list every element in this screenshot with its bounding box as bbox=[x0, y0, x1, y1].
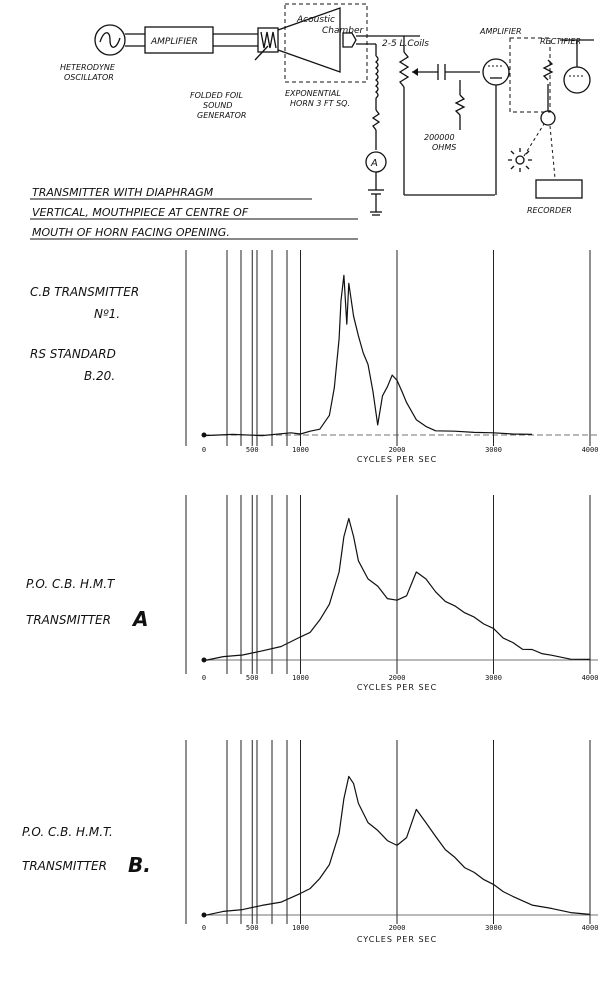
panel-1-tick-label: 4000 bbox=[582, 446, 599, 454]
caption-line-2: VERTICAL, MOUTHPIECE AT CENTRE OF bbox=[32, 206, 249, 219]
panel-3-tick-label: 1000 bbox=[292, 924, 309, 932]
recorder-label: RECORDER bbox=[527, 206, 572, 215]
lamp-icon bbox=[515, 155, 525, 165]
panel-2-tick-label: 2000 bbox=[389, 674, 406, 682]
sound-generator-label-3: GENERATOR bbox=[197, 111, 246, 120]
panel-1-label-3: RS STANDARD bbox=[30, 347, 116, 361]
horn-label-1: EXPONENTIAL bbox=[285, 89, 341, 98]
panel-3-origin-dot bbox=[201, 912, 207, 918]
caption-line-1: TRANSMITTER WITH DIAPHRAGM bbox=[32, 186, 214, 199]
panel-2-x-axis-label: CYCLES PER SEC bbox=[357, 683, 437, 692]
resistor-label-2: OHMS bbox=[432, 143, 456, 152]
chamber-label-1: Acoustic bbox=[296, 15, 335, 25]
panel-1-response-trace bbox=[203, 274, 533, 437]
panel-1-tick-label: 1000 bbox=[292, 446, 309, 454]
panel-1-tick-label: 2000 bbox=[389, 446, 406, 454]
sound-generator-box bbox=[257, 27, 279, 53]
panel-3-label-3: B. bbox=[128, 853, 151, 877]
panel-3-tick-label: 4000 bbox=[582, 924, 599, 932]
panel-1-origin-dot bbox=[201, 432, 207, 438]
oscillator-symbol bbox=[94, 24, 126, 56]
chart-panel-2: P.O. C.B. H.M.T TRANSMITTER A 0 500 1000 20… bbox=[26, 495, 598, 692]
amp-rect-label-1: AMPLIFIER bbox=[479, 27, 522, 36]
panel-1-label-1: C.B TRANSMITTER bbox=[30, 285, 139, 299]
acoustic-chamber-box bbox=[284, 3, 368, 83]
panel-3-tick-label: 0 bbox=[202, 924, 206, 932]
panel-3-response-trace bbox=[203, 775, 591, 917]
panel-2-tick-label: 1000 bbox=[292, 674, 309, 682]
sound-generator-label-1: FOLDED FOIL bbox=[190, 91, 243, 100]
panel-2-tick-label: 0 bbox=[202, 674, 206, 682]
recorder-box bbox=[535, 179, 583, 199]
panel-2-tick-label: 4000 bbox=[582, 674, 599, 682]
panel-2-label-3: A bbox=[131, 607, 148, 631]
foil-zigzag bbox=[260, 31, 277, 49]
panel-1-label-2: Nº1. bbox=[94, 307, 120, 321]
panel-3-label-2: TRANSMITTER bbox=[22, 859, 107, 873]
meter-coil bbox=[540, 110, 556, 126]
chart-panel-3: P.O. C.B. H.M.T. TRANSMITTER B. 0 500 1000… bbox=[22, 740, 598, 944]
oscillator-label-1: HETERODYNE bbox=[60, 63, 116, 72]
amplifier-label: AMPLIFIER bbox=[150, 37, 198, 47]
panel-3-tick-label: 2000 bbox=[389, 924, 406, 932]
panel-1-tick-label: 500 bbox=[246, 446, 259, 454]
panel-2-origin-dot bbox=[201, 657, 207, 663]
valve-1 bbox=[482, 58, 510, 86]
panel-3-label-1: P.O. C.B. H.M.T. bbox=[22, 825, 113, 839]
amplifier-rectifier-box bbox=[509, 37, 551, 113]
oscillator-label-2: OSCILLATOR bbox=[64, 73, 114, 82]
panel-3-tick-label: 500 bbox=[246, 924, 259, 932]
chamber-label-2: Chamber bbox=[322, 26, 365, 36]
coils-label: 2-5 L.Coils bbox=[382, 39, 429, 49]
caption-line-3: MOUTH OF HORN FACING OPENING. bbox=[32, 226, 230, 239]
resistor-label-1: 200000 bbox=[424, 133, 455, 142]
amplifier-box bbox=[144, 26, 214, 54]
caption: TRANSMITTER WITH DIAPHRAGM VERTICAL, MOU… bbox=[30, 186, 358, 240]
panel-2-tick-label: 3000 bbox=[485, 674, 502, 682]
amp-rect-label-2: RECTIFIER bbox=[540, 37, 581, 46]
exponential-horn bbox=[277, 7, 341, 73]
horn-label-2: HORN 3 FT SQ. bbox=[290, 99, 350, 108]
ammeter-label: A bbox=[370, 158, 378, 169]
valve-2 bbox=[563, 66, 591, 94]
panel-3-tick-label: 3000 bbox=[485, 924, 502, 932]
resistor-symbol bbox=[398, 51, 410, 88]
chart-panel-1: C.B TRANSMITTER Nº1. RS STANDARD B.20. 0… bbox=[30, 250, 598, 464]
panel-1-label-4: B.20. bbox=[84, 369, 115, 383]
sound-generator-label-2: SOUND bbox=[203, 101, 232, 110]
panel-2-response-trace bbox=[203, 517, 591, 662]
panel-2-tick-label: 500 bbox=[246, 674, 259, 682]
panel-2-label-2: TRANSMITTER bbox=[26, 613, 111, 627]
panel-1-tick-label: 0 bbox=[202, 446, 206, 454]
circuit-diagram: HETERODYNE OSCILLATOR AMPLIFIER FOLDED F… bbox=[60, 3, 594, 216]
inductance-coil bbox=[374, 55, 379, 99]
panel-3-x-axis-label: CYCLES PER SEC bbox=[357, 935, 437, 944]
transmitter-symbol bbox=[342, 32, 357, 48]
panel-1-x-axis-label: CYCLES PER SEC bbox=[357, 455, 437, 464]
panel-2-label-1: P.O. C.B. H.M.T bbox=[26, 577, 116, 591]
panel-1-tick-label: 3000 bbox=[485, 446, 502, 454]
sine-wave-icon bbox=[99, 32, 121, 48]
